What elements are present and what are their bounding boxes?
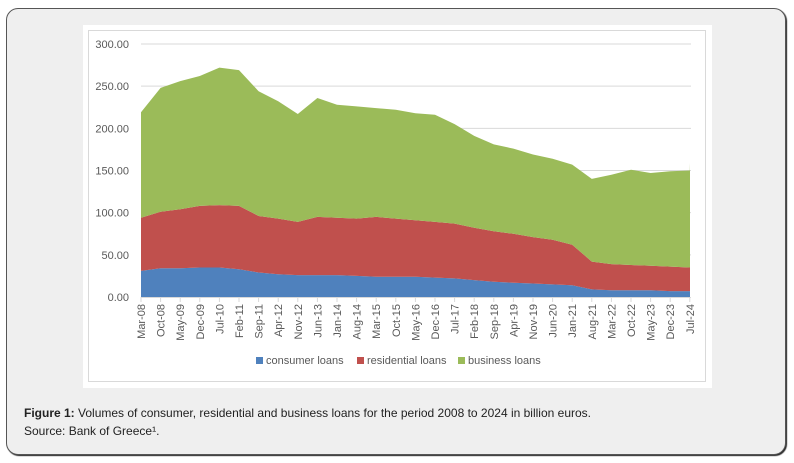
- y-tick-label: 0.00: [108, 292, 129, 304]
- figure-label: Figure 1:: [24, 406, 75, 420]
- legend-label: consumer loans: [266, 355, 344, 367]
- x-axis: Mar-08 Oct-08 May-09 Dec-09 Jul-10 Feb-11 Sep-…: [136, 297, 697, 341]
- x-tick-label: Oct-22: [626, 304, 638, 337]
- legend-swatch: [256, 357, 263, 364]
- x-tick-label: May-16: [410, 304, 422, 341]
- x-tick-label: Sep-18: [489, 304, 501, 339]
- x-tick-label: Apr-12: [273, 304, 285, 337]
- y-tick-label: 250.00: [95, 81, 129, 93]
- x-tick-label: May-23: [646, 304, 658, 341]
- y-axis: 0.00 50.00 100.00 150.00 200.00 250.00 300.00: [95, 39, 129, 304]
- x-tick-label: Nov-19: [528, 304, 540, 339]
- x-tick-label: Mar-15: [371, 304, 383, 339]
- x-tick-label: Oct-08: [156, 304, 168, 337]
- x-tick-label: Jan-21: [567, 304, 579, 338]
- x-tick-label: Nov-12: [293, 304, 305, 339]
- caption-text: Volumes of consumer, residential and bus…: [74, 406, 591, 420]
- x-tick-label: Sep-11: [254, 304, 266, 339]
- x-tick-label: Jun-20: [548, 304, 560, 338]
- legend-swatch: [357, 357, 364, 364]
- y-tick-label: 150.00: [95, 166, 129, 178]
- legend-swatch: [458, 357, 465, 364]
- x-tick-label: Jul-24: [685, 304, 697, 334]
- legend: consumer loans residential loans business …: [256, 355, 541, 367]
- y-tick-label: 200.00: [95, 123, 129, 135]
- x-tick-label: Dec-09: [195, 304, 207, 339]
- y-tick-label: 50.00: [101, 250, 129, 262]
- area-business-loans: [141, 67, 690, 268]
- x-tick-label: Jul-17: [450, 304, 462, 334]
- x-tick-label: Aug-21: [587, 304, 599, 339]
- area-series: [141, 67, 690, 297]
- x-tick-label: Dec-16: [430, 304, 442, 339]
- x-tick-label: Mar-22: [606, 304, 618, 339]
- x-tick-label: Jul-10: [214, 304, 226, 334]
- x-tick-label: Mar-08: [136, 304, 148, 339]
- x-tick-label: Apr-19: [508, 304, 520, 337]
- x-tick-label: Feb-18: [469, 304, 481, 339]
- x-tick-label: Jun-13: [312, 304, 324, 338]
- y-tick-label: 300.00: [95, 39, 129, 51]
- area-consumer-loans: [141, 267, 690, 297]
- x-tick-label: Dec-23: [665, 304, 677, 339]
- figure-caption: Figure 1: Volumes of consumer, residenti…: [24, 404, 591, 440]
- chart-frame: [88, 30, 706, 382]
- x-tick-label: Jan-14: [332, 304, 344, 338]
- legend-label: residential loans: [367, 355, 447, 367]
- x-tick-label: May-09: [175, 304, 187, 341]
- caption-source: Source: Bank of Greece¹.: [24, 424, 160, 438]
- x-tick-label: Feb-11: [234, 304, 246, 338]
- area-residential-loans: [141, 205, 690, 292]
- legend-label: business loans: [468, 355, 541, 367]
- x-tick-label: Oct-15: [391, 304, 403, 337]
- y-tick-label: 100.00: [95, 208, 129, 220]
- x-tick-label: Aug-14: [352, 304, 364, 339]
